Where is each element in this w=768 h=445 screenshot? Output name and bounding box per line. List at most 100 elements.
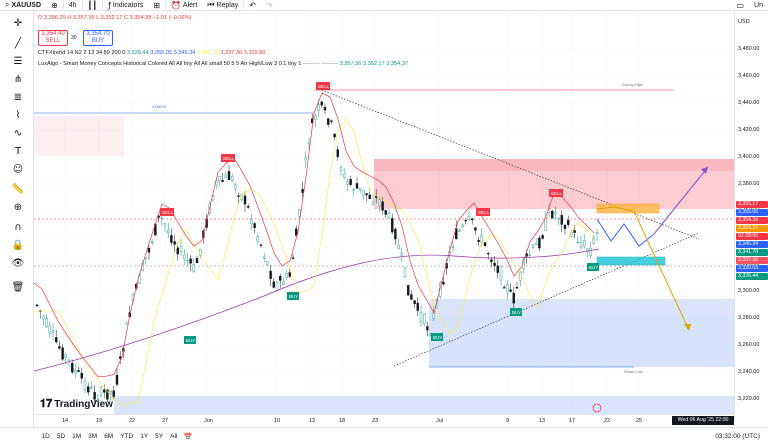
price-chart[interactable]: Strong High Weak Low CHoCH SELL SE xyxy=(34,11,734,414)
candle-body xyxy=(349,179,352,185)
event-flag-icon[interactable] xyxy=(592,403,602,413)
indicator-row-2[interactable]: LuxAlgo - Smart Money Concepts Historica… xyxy=(38,61,408,67)
candle-body xyxy=(362,189,365,197)
candle-body xyxy=(403,267,407,277)
candle-body xyxy=(346,181,349,185)
time-tick: 17 xyxy=(569,418,576,424)
price-axis[interactable]: USD 3,480.00 3,460.00 3,440.00 3,420.00 3,40… xyxy=(734,11,768,421)
range-button[interactable]: 5D xyxy=(56,433,66,440)
price-label: 3,326.44 xyxy=(736,273,768,280)
symbol-search[interactable]: ⌕ XAUUSD xyxy=(0,0,46,11)
candle-body xyxy=(67,359,71,361)
interval-button[interactable]: 4h xyxy=(64,0,82,11)
candle-body xyxy=(407,285,410,296)
candle-body xyxy=(576,241,579,244)
alarm-icon: ⏰ xyxy=(170,0,181,10)
calendar-icon[interactable]: 📅 xyxy=(183,432,193,441)
price-tick: 3,400.00 xyxy=(738,154,760,160)
brush-icon[interactable]: ∿ xyxy=(13,128,23,139)
range-button[interactable]: 1Y xyxy=(140,433,149,440)
ruler-icon[interactable]: 📏 xyxy=(11,184,25,195)
candle-body xyxy=(471,218,474,221)
price-label: 3,341.78 xyxy=(736,249,768,256)
dash-separator: ——— ——— xyxy=(302,61,339,67)
range-button[interactable]: 1M xyxy=(72,433,82,440)
candle-body xyxy=(230,176,234,181)
tradingview-logo[interactable]: 𝟏𝟕 TradingView xyxy=(40,398,113,411)
signal-markers: SELL SELL SELL SELL SELL BUY BUY BUY BUY… xyxy=(160,82,599,344)
range-button[interactable]: 6M xyxy=(104,433,114,440)
candle-body xyxy=(71,362,74,373)
supply-shade-left xyxy=(34,116,124,156)
eye-icon[interactable]: 👁 xyxy=(11,258,25,269)
candle-body xyxy=(544,217,547,231)
range-button[interactable]: 5Y xyxy=(155,433,164,440)
redo-icon: ↷ xyxy=(265,0,273,10)
time-tick: 10 xyxy=(274,418,281,424)
candle-body xyxy=(272,281,276,288)
utc-clock[interactable]: 03:32:00 (UTC) xyxy=(715,433,760,440)
text-icon[interactable]: T xyxy=(14,146,22,157)
magnet-icon[interactable]: ∩ xyxy=(14,222,22,233)
crosshair-icon[interactable]: ✛ xyxy=(13,18,23,29)
redo-button[interactable]: ↷ xyxy=(261,0,278,11)
candle-body xyxy=(531,244,535,248)
layout-button[interactable]: ▭ xyxy=(731,0,749,11)
range-button[interactable]: 3M xyxy=(88,433,98,440)
horizontal-lines-icon[interactable]: ☰ xyxy=(13,56,23,67)
range-button[interactable]: 1D xyxy=(41,433,50,440)
user-label: Un xyxy=(754,1,763,9)
candle-body xyxy=(61,347,64,360)
trash-icon[interactable]: 🗑 xyxy=(11,282,25,293)
indicators-button[interactable]: ƒ Indicators xyxy=(103,0,148,11)
alert-button[interactable]: ⏰ Alert xyxy=(166,0,202,11)
ohlc-row: O 3,356.29 H 3,357.36 L 3,352.17 C 3,354… xyxy=(38,15,191,21)
candle-body xyxy=(269,270,272,279)
user-menu[interactable]: Un xyxy=(749,0,768,11)
price-tick: 3,380.00 xyxy=(738,181,760,187)
candle-body xyxy=(295,228,298,236)
candle-body xyxy=(394,228,397,240)
fib-icon[interactable]: ≣ xyxy=(13,92,23,103)
indicator-row-1[interactable]: CTFXtrend 14 N2 2 13 34 89 200 0 3,326.4… xyxy=(38,50,265,56)
arrow-down-head xyxy=(684,324,691,331)
price-label: 3,354.37 xyxy=(736,225,768,232)
compare-button[interactable]: ⊕ xyxy=(46,0,63,11)
candle-body xyxy=(275,282,279,291)
candle-body xyxy=(189,258,192,264)
buy-signal-label: BUY xyxy=(512,310,521,315)
demand-zone-upper xyxy=(429,299,734,317)
zoom-icon[interactable]: ⊕ xyxy=(13,202,23,213)
buy-signal-label: BUY xyxy=(289,294,298,299)
candle-body xyxy=(397,244,400,249)
chart-type-button[interactable]: ┃┃ xyxy=(83,0,103,11)
candle-body xyxy=(384,210,387,215)
sell-button[interactable]: 3,354.40 SELL xyxy=(38,30,68,46)
range-button[interactable]: YTD xyxy=(120,433,134,440)
candle-body xyxy=(307,142,311,145)
range-button[interactable]: All xyxy=(170,433,178,440)
candle-body xyxy=(179,246,183,252)
candle-body xyxy=(327,118,330,125)
indicators-icon: ƒ xyxy=(108,0,111,10)
templates-button[interactable]: ⊞ xyxy=(148,0,165,11)
time-axis[interactable]: 14 19 22 27 Jun 10 13 18 23 Jul 9 13 17 22 25 xyxy=(34,414,734,426)
pitchfork-icon[interactable]: ⋔ xyxy=(13,74,23,85)
replay-button[interactable]: ⏮ Replay xyxy=(202,0,243,11)
trendline-icon[interactable]: ╱ xyxy=(14,38,22,49)
lock-icon[interactable]: 🔒 xyxy=(11,240,25,251)
pattern-icon[interactable]: ⌇ xyxy=(15,110,21,121)
time-tick: 13 xyxy=(539,418,546,424)
buy-button[interactable]: 3,354.70 BUY xyxy=(83,30,113,46)
price-tick: 3,320.00 xyxy=(738,261,760,267)
smiley-icon[interactable]: ☺ xyxy=(12,164,24,175)
time-tick: 25 xyxy=(636,418,643,424)
tv-logo-icon: 𝟏𝟕 xyxy=(40,398,53,410)
candle-body xyxy=(333,133,336,138)
candle-body xyxy=(42,316,45,320)
candle-body xyxy=(368,194,371,199)
candle-body xyxy=(176,247,180,255)
candle-body xyxy=(573,230,576,233)
undo-button[interactable]: ↶ xyxy=(244,0,261,11)
candle-body xyxy=(278,276,282,281)
